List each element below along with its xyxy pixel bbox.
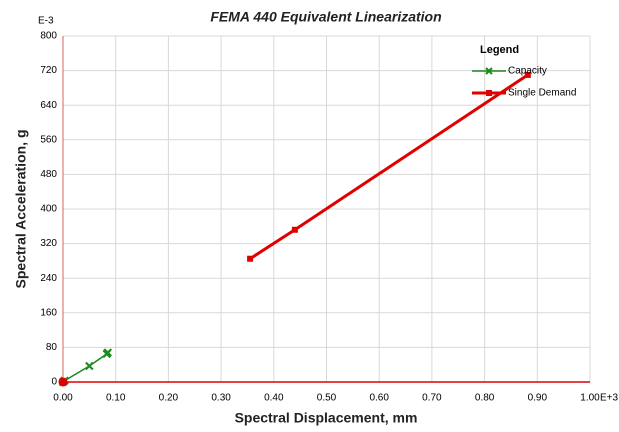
marker — [247, 255, 254, 262]
x-tick-label: 1.00 — [580, 393, 600, 404]
legend-marker — [486, 90, 492, 96]
y-axis-title: Spectral Acceleration, g — [13, 130, 29, 289]
y-tick-label: 400 — [40, 204, 57, 215]
legend-label: Capacity — [508, 66, 547, 77]
y-tick-label: 480 — [40, 169, 57, 180]
y-tick-label: 240 — [40, 273, 57, 284]
y-tick-label: 800 — [40, 31, 57, 42]
x-tick-label: 0.00 — [53, 393, 73, 404]
marker — [291, 226, 298, 233]
y-multiplier: E-3 — [38, 16, 54, 27]
x-tick-label: 0.20 — [159, 393, 179, 404]
y-tick-label: 560 — [40, 134, 57, 145]
x-tick-label: 0.40 — [264, 393, 284, 404]
legend-title: Legend — [480, 44, 519, 56]
x-multiplier: E+3 — [600, 393, 619, 404]
legend-label: Single Demand — [508, 88, 576, 99]
marker — [85, 361, 94, 371]
x-tick-label: 0.60 — [369, 393, 389, 404]
y-tick-label: 0 — [51, 377, 57, 388]
y-tick-label: 640 — [40, 100, 57, 111]
x-axis-title: Spectral Displacement, mm — [235, 410, 418, 426]
y-tick-label: 160 — [40, 307, 57, 318]
legend-marker — [485, 67, 493, 75]
chart-title: FEMA 440 Equivalent Linearization — [210, 9, 441, 25]
marker — [524, 71, 531, 78]
x-tick-label: 0.10 — [106, 393, 126, 404]
marker — [103, 348, 113, 357]
y-tick-label: 320 — [40, 238, 57, 249]
x-tick-label: 0.50 — [317, 393, 337, 404]
marker — [58, 377, 68, 387]
x-tick-label: 0.30 — [211, 393, 231, 404]
y-tick-label: 80 — [46, 342, 58, 353]
y-tick-label: 720 — [40, 65, 57, 76]
x-tick-label: 0.80 — [475, 393, 495, 404]
x-tick-label: 0.70 — [422, 393, 442, 404]
x-tick-label: 0.90 — [528, 393, 548, 404]
